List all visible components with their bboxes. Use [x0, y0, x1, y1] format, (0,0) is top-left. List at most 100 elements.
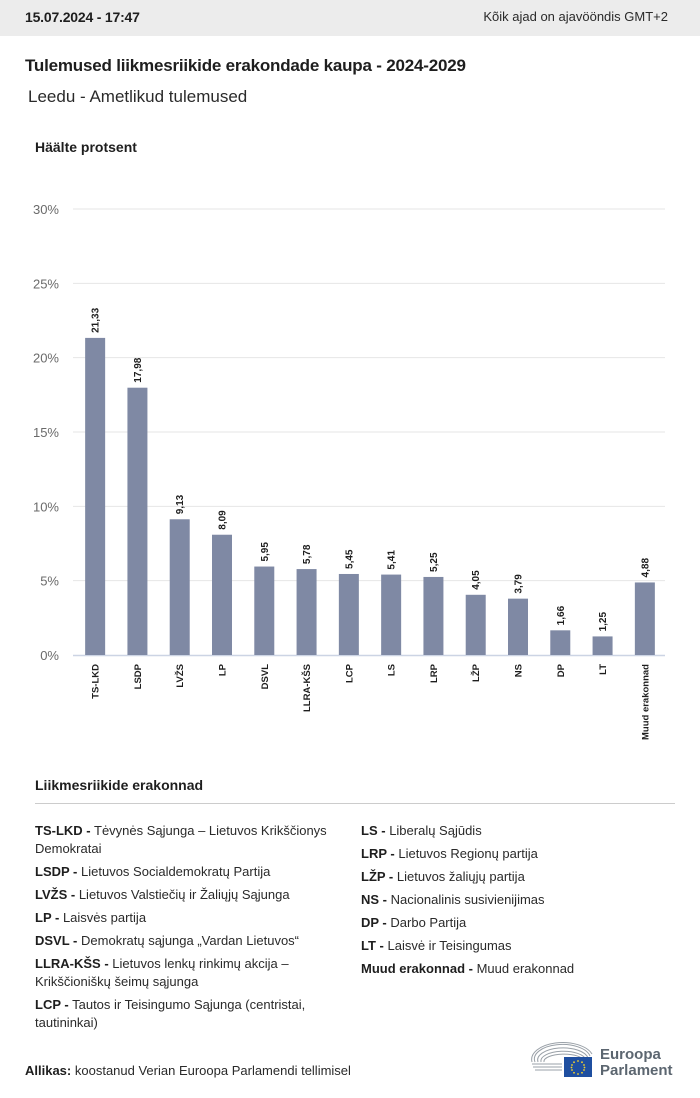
value-label: 5,25 [429, 552, 440, 572]
legend-title: Liikmesriikide erakonnad [35, 777, 204, 793]
value-label: 1,25 [598, 612, 609, 632]
value-label: 21,33 [91, 307, 102, 332]
x-tick-label: LP [218, 663, 229, 676]
legend-name: Tautos ir Teisingumo Sąjunga (centristai… [35, 997, 306, 1030]
legend-item: LRP - Lietuvos Regionų partija [361, 845, 681, 863]
y-tick-label: 15% [33, 425, 59, 440]
legend-abbr: TS-LKD - [35, 823, 91, 838]
bar-llra-kšs [296, 569, 317, 655]
y-axis-ticks: 0% 5% 10% 15% 20% 25% 30% [33, 202, 59, 663]
value-label: 9,13 [175, 494, 186, 514]
legend-name: Demokratų sąjunga „Vardan Lietuvos“ [81, 933, 300, 948]
value-label: 8,09 [218, 510, 229, 530]
y-axis-title: Häälte protsent [35, 139, 137, 155]
y-tick-label: 20% [33, 351, 59, 366]
value-label: 4,88 [640, 558, 651, 578]
legend-abbr: LP - [35, 910, 60, 925]
y-tick-label: 5% [40, 574, 59, 589]
value-label: 17,98 [133, 357, 144, 382]
bar-lžp [465, 594, 486, 655]
y-tick-label: 30% [33, 202, 59, 217]
value-labels: 21,33 17,98 9,13 8,09 5,95 5,78 5,45 5,41 5,25 4,… [91, 307, 652, 631]
x-tick-label: TS-LKD [91, 664, 102, 699]
x-tick-label: DSVL [260, 664, 271, 690]
legend-item: LŽP - Lietuvos žaliųjų partija [361, 868, 681, 886]
x-tick-label: LŽP [470, 663, 482, 682]
value-label: 5,45 [344, 549, 355, 569]
legend-name: Lietuvos Socialdemokratų Partija [81, 864, 271, 879]
legend-name: Lietuvos lenkų rinkimų akcija – Krikščio… [35, 956, 289, 989]
legend-name: Liberalų Sąjūdis [389, 823, 482, 838]
x-tick-label: LS [387, 664, 398, 676]
legend-abbr: LŽP - [361, 869, 394, 884]
legend-name: Lietuvos žaliųjų partija [396, 869, 525, 884]
x-tick-label: Muud erakonnad [640, 664, 651, 740]
timezone-note: Kõik ajad on ajavööndis GMT+2 [483, 9, 668, 24]
value-label: 3,79 [514, 574, 525, 594]
x-axis-labels: TS-LKD LSDP LVŽS LP DSVL LLRA-KŠS LCP LS LRP LŽP N… [91, 663, 652, 740]
x-tick-label: LRP [429, 663, 440, 683]
bar-lvžs [169, 519, 190, 655]
bar-dp [550, 630, 571, 655]
legend-item: LS - Liberalų Sąjūdis [361, 822, 681, 840]
bar-lp [212, 534, 232, 655]
y-tick-label: 25% [33, 276, 59, 291]
x-tick-label: LVŽS [174, 664, 186, 688]
parliament-hemicycle-icon [531, 1042, 593, 1077]
legend-item: Muud erakonnad - Muud erakonnad [361, 960, 681, 978]
legend-abbr: LVŽS - [35, 887, 76, 902]
gridlines [73, 208, 665, 657]
top-bar: 15.07.2024 - 17:47 Kõik ajad on ajavöönd… [0, 0, 700, 36]
bar-muud-erakonnad [634, 582, 655, 655]
legend-abbr: LCP - [35, 997, 69, 1012]
bar-chart: 0% 5% 10% 15% 20% 25% 30% 21,33 17,98 9,13 8,09 5,… [33, 202, 665, 740]
legend-abbr: LSDP - [35, 864, 78, 879]
source-text: koostanud Verian Euroopa Parlamendi tell… [74, 1063, 351, 1078]
legend-name: Nacionalinis susivienijimas [390, 892, 545, 907]
bars [85, 337, 655, 655]
logo-line-2: Parlament [600, 1062, 673, 1079]
legend-abbr: LRP - [361, 846, 395, 861]
legend-abbr: NS - [361, 892, 387, 907]
legend-item: NS - Nacionalinis susivienijimas [361, 891, 681, 909]
bar-lrp [423, 576, 444, 655]
source-label: Allikas: [25, 1063, 72, 1078]
legend-name: Laisvės partija [62, 910, 147, 925]
legend-left-column: TS-LKD - Tėvynės Sąjunga – Lietuvos Krik… [35, 822, 345, 1037]
legend-right-column: LS - Liberalų Sąjūdis LRP - Lietuvos Reg… [361, 822, 681, 983]
legend-item: DP - Darbo Partija [361, 914, 681, 932]
legend-item: LCP - Tautos ir Teisingumo Sąjunga (cent… [35, 996, 345, 1032]
european-parliament-logo: Euroopa Parlament [530, 1040, 680, 1082]
x-tick-label: LT [598, 664, 609, 675]
x-tick-label: DP [556, 663, 567, 677]
bar-lcp [338, 573, 359, 655]
legend-item: LP - Laisvės partija [35, 909, 345, 927]
source-note: Allikas: koostanud Verian Euroopa Parlam… [25, 1063, 351, 1078]
legend-item: LVŽS - Lietuvos Valstiečių ir Žaliųjų Są… [35, 886, 345, 904]
y-tick-label: 10% [33, 499, 59, 514]
value-label: 5,95 [260, 542, 271, 562]
y-tick-label: 0% [40, 648, 59, 663]
legend-name: Laisvė ir Teisingumas [387, 938, 512, 953]
page-subtitle: Leedu - Ametlikud tulemused [28, 87, 248, 106]
x-tick-label: LSDP [133, 663, 144, 689]
legend-name: Darbo Partija [390, 915, 467, 930]
x-tick-label: LCP [344, 663, 355, 683]
legend-name: Lietuvos Regionų partija [398, 846, 538, 861]
legend-abbr: Muud erakonnad - [361, 961, 473, 976]
value-label: 5,78 [302, 544, 313, 564]
legend-item: LLRA-KŠS - Lietuvos lenkų rinkimų akcija… [35, 955, 345, 991]
legend-divider [35, 803, 675, 804]
bar-ns [508, 598, 528, 655]
value-label: 5,41 [387, 550, 398, 570]
logo-line-1: Euroopa [600, 1046, 661, 1063]
x-tick-label: NS [514, 664, 525, 677]
legend-name: Tėvynės Sąjunga – Lietuvos Krikščionys D… [35, 823, 327, 856]
legend-name: Lietuvos Valstiečių ir Žaliųjų Sąjunga [78, 887, 290, 902]
x-tick-label: LLRA-KŠS [301, 664, 313, 712]
page-title: Tulemused liikmesriikide erakondade kaup… [25, 56, 466, 75]
value-label: 4,05 [471, 570, 482, 590]
legend-item: LT - Laisvė ir Teisingumas [361, 937, 681, 955]
legend-abbr: LS - [361, 823, 386, 838]
bar-lsdp [127, 387, 148, 655]
